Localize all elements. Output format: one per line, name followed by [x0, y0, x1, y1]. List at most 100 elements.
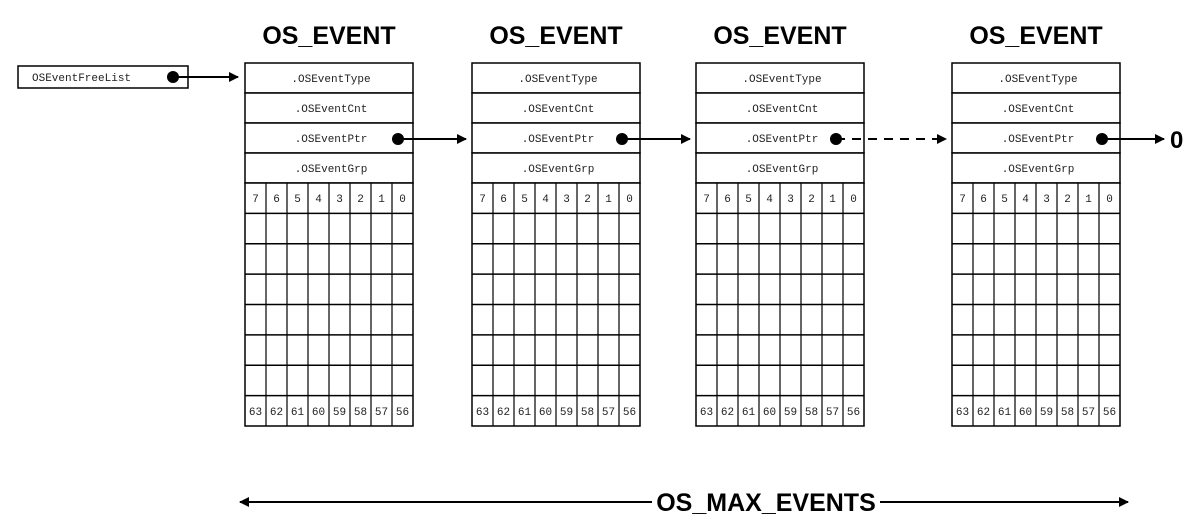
- bit-index-label: 5: [521, 194, 528, 206]
- os-event-title: OS_EVENT: [969, 22, 1102, 50]
- bit-index-label: 61: [518, 407, 532, 419]
- bit-index-label: 3: [336, 194, 343, 206]
- os-event-block: OS_EVENT .OSEventType .OSEventCnt .OSEventP…: [695, 22, 865, 427]
- bit-index-label: 62: [721, 407, 734, 419]
- bit-index-label: 3: [787, 194, 794, 206]
- bit-index-label: 60: [1019, 407, 1032, 419]
- field-label: .OSEventType: [742, 74, 821, 86]
- field-label: .OSEventPtr: [1002, 134, 1075, 146]
- bit-index-label: 7: [252, 194, 259, 206]
- field-cell: [951, 152, 1121, 184]
- field-cell: [471, 152, 641, 184]
- field-label: .OSEventGrp: [746, 164, 819, 176]
- bit-index-label: 57: [602, 407, 615, 419]
- bit-index-label: 5: [294, 194, 301, 206]
- bit-index-label: 7: [479, 194, 486, 206]
- bit-index-label: 0: [1106, 194, 1113, 206]
- field-label: .OSEventType: [998, 74, 1077, 86]
- field-cell: [951, 62, 1121, 94]
- os-event-block: OS_EVENT .OSEventType .OSEventCnt .OSEventP…: [244, 22, 414, 427]
- bit-index-label: 6: [273, 194, 280, 206]
- bit-index-label: 2: [1064, 194, 1071, 206]
- bit-index-label: 5: [1001, 194, 1008, 206]
- os-event-title: OS_EVENT: [262, 22, 395, 50]
- field-label: .OSEventPtr: [295, 134, 368, 146]
- max-events-dimension: OS_MAX_EVENTS: [239, 489, 1129, 517]
- os-event-block: OS_EVENT .OSEventType .OSEventCnt .OSEventP…: [471, 22, 641, 427]
- bit-index-label: 3: [1043, 194, 1050, 206]
- bit-index-label: 2: [357, 194, 364, 206]
- field-cell: [244, 122, 414, 154]
- bit-index-label: 61: [291, 407, 305, 419]
- field-label: .OSEventGrp: [1002, 164, 1075, 176]
- bit-index-label: 2: [584, 194, 591, 206]
- bit-index-label: 0: [626, 194, 633, 206]
- field-label: .OSEventType: [518, 74, 597, 86]
- bit-index-label: 58: [581, 407, 594, 419]
- bit-index-label: 62: [497, 407, 510, 419]
- null-terminator: 0: [1170, 127, 1183, 154]
- field-label: .OSEventType: [291, 74, 370, 86]
- field-label: .OSEventGrp: [522, 164, 595, 176]
- field-label: .OSEventCnt: [1002, 104, 1075, 116]
- bit-index-label: 59: [560, 407, 573, 419]
- bit-index-label: 2: [808, 194, 815, 206]
- bit-index-label: 4: [1022, 194, 1029, 206]
- bit-index-label: 1: [378, 194, 385, 206]
- field-label: .OSEventGrp: [295, 164, 368, 176]
- bit-index-label: 5: [745, 194, 752, 206]
- bit-index-label: 60: [312, 407, 325, 419]
- event-blocks: OS_EVENT .OSEventType .OSEventCnt .OSEventP…: [244, 22, 1121, 427]
- bit-index-label: 57: [826, 407, 839, 419]
- bit-index-label: 62: [977, 407, 990, 419]
- os-event-title: OS_EVENT: [713, 22, 846, 50]
- field-label: .OSEventPtr: [522, 134, 595, 146]
- bit-index-label: 6: [980, 194, 987, 206]
- bit-index-label: 0: [850, 194, 857, 206]
- field-label: .OSEventCnt: [295, 104, 368, 116]
- bit-index-label: 1: [1085, 194, 1092, 206]
- max-events-label: OS_MAX_EVENTS: [656, 489, 876, 517]
- bit-index-label: 61: [742, 407, 756, 419]
- bit-index-label: 56: [623, 407, 636, 419]
- bit-index-label: 59: [1040, 407, 1053, 419]
- field-cell: [695, 62, 865, 94]
- bit-index-label: 57: [1082, 407, 1095, 419]
- bit-index-label: 1: [829, 194, 836, 206]
- bit-index-label: 61: [998, 407, 1012, 419]
- bit-index-label: 56: [396, 407, 409, 419]
- field-cell: [471, 92, 641, 124]
- field-cell: [951, 92, 1121, 124]
- bit-index-label: 59: [784, 407, 797, 419]
- field-cell: [471, 62, 641, 94]
- os-event-block: OS_EVENT .OSEventType .OSEventCnt .OSEventP…: [951, 22, 1121, 427]
- bit-index-label: 4: [315, 194, 322, 206]
- bit-index-label: 59: [333, 407, 346, 419]
- bit-index-label: 60: [763, 407, 776, 419]
- event-links: 0: [392, 127, 1183, 154]
- bit-index-label: 56: [847, 407, 860, 419]
- bit-index-label: 57: [375, 407, 388, 419]
- bit-index-label: 63: [249, 407, 262, 419]
- bit-index-label: 63: [956, 407, 969, 419]
- bit-index-label: 56: [1103, 407, 1116, 419]
- bit-index-label: 58: [805, 407, 818, 419]
- bit-index-label: 4: [542, 194, 549, 206]
- bit-index-label: 6: [724, 194, 731, 206]
- bit-index-label: 63: [700, 407, 713, 419]
- field-label: .OSEventPtr: [746, 134, 819, 146]
- field-label: .OSEventCnt: [522, 104, 595, 116]
- bit-index-label: 63: [476, 407, 489, 419]
- bit-index-label: 3: [563, 194, 570, 206]
- bit-index-label: 0: [399, 194, 406, 206]
- bit-index-label: 7: [959, 194, 966, 206]
- bit-index-label: 6: [500, 194, 507, 206]
- bit-index-label: 60: [539, 407, 552, 419]
- field-cell: [951, 122, 1121, 154]
- bit-index-label: 4: [766, 194, 773, 206]
- bit-index-label: 58: [1061, 407, 1074, 419]
- os-event-title: OS_EVENT: [489, 22, 622, 50]
- field-cell: [244, 92, 414, 124]
- field-cell: [695, 152, 865, 184]
